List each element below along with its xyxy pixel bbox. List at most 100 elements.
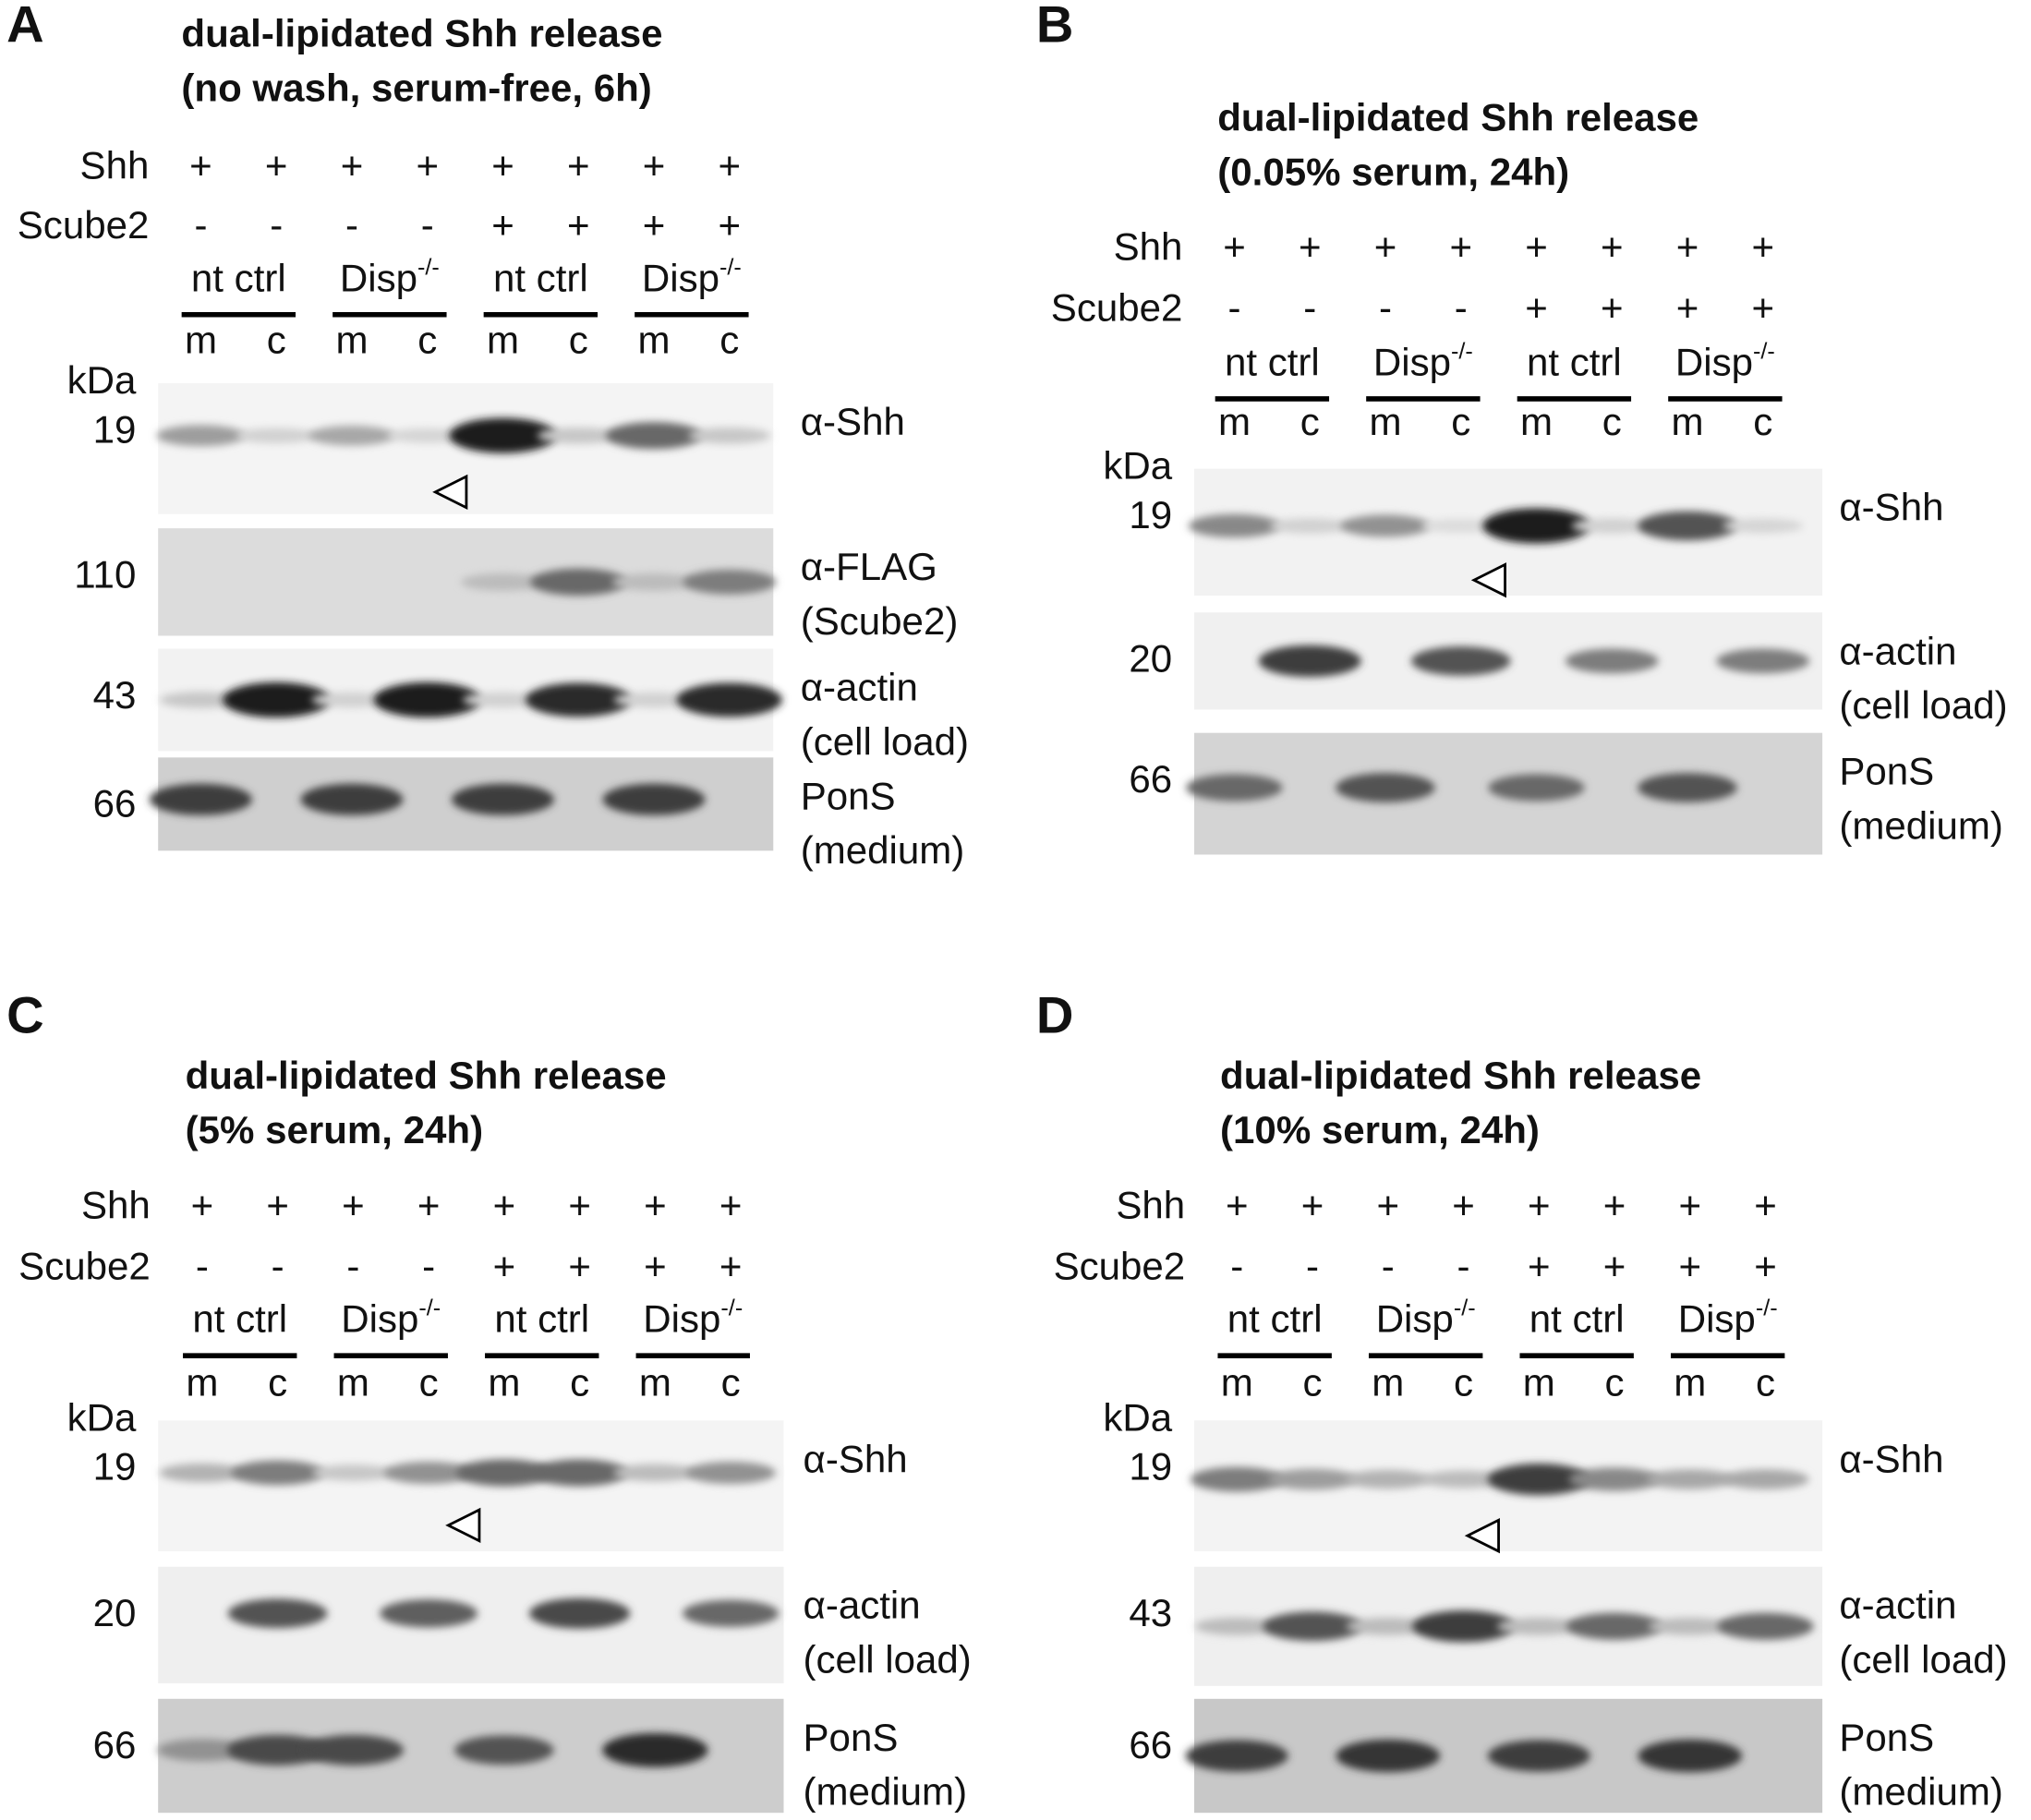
blot-band [454,1735,554,1766]
group-name: Disp [642,256,719,299]
blot-band [685,1461,776,1485]
condition-sign: + [1676,286,1699,330]
blot-band [1345,1469,1432,1489]
blot-band [1488,774,1585,802]
condition-sign: - [1227,286,1240,330]
fraction-label: c [1756,1361,1775,1404]
fraction-label: c [417,319,437,362]
blot-band [1565,648,1659,674]
blot-band [683,570,777,595]
group-superscript: -/- [417,254,440,280]
blot-band [688,427,771,444]
blot-label: α-actin [801,666,918,709]
blot-label: α-actin [804,1584,921,1627]
blot-band [159,1463,246,1483]
arrowhead [1464,1518,1500,1554]
fraction-label: c [1300,400,1320,443]
condition-sign: + [342,1183,365,1226]
marker-label: 66 [93,1723,137,1766]
condition-sign: + [416,143,439,187]
blot-band [149,783,252,815]
fraction-label: c [719,319,739,362]
fraction-label: m [1674,1361,1706,1404]
condition-sign: + [1452,1183,1475,1226]
blot-band [159,692,243,708]
condition-sign: - [346,1244,359,1287]
blot-band [1421,1470,1505,1489]
marker-label: 19 [1129,493,1172,536]
group-name: nt ctrl [1225,341,1320,384]
panel-title: dual-lipidated Shh release [181,11,662,54]
blot-label: (cell load) [801,719,969,763]
condition-sign: - [345,203,358,247]
panel-title: (0.05% serum, 24h) [1217,150,1569,193]
blot-label: (cell load) [804,1638,972,1681]
panel-title: (5% serum, 24h) [186,1108,483,1151]
condition-label: Shh [1114,225,1183,269]
condition-sign: + [568,1183,591,1226]
blot-band [1496,1617,1581,1635]
fraction-label: m [1671,400,1703,443]
fraction-label: m [1520,400,1553,443]
blot-band [676,682,782,717]
fraction-label: m [637,319,670,362]
fraction-label: c [721,1361,741,1404]
blot-band [526,682,632,717]
blot-band [1571,518,1653,534]
condition-sign: + [1751,225,1774,269]
group-name: nt ctrl [191,256,286,299]
fraction-label: c [1602,400,1622,443]
fraction-label: m [639,1361,671,1404]
blot-band [1194,1617,1279,1635]
condition-sign: + [1377,1183,1400,1226]
blot-band [1336,1739,1441,1773]
blot-label: α-FLAG [801,545,937,588]
condition-sign: + [718,203,741,247]
group-superscript: -/- [1454,1295,1476,1320]
marker-label: 43 [93,673,137,717]
blot-band [1186,774,1283,802]
condition-sign: + [719,1183,743,1226]
group-label: Disp-/- [643,1295,743,1340]
blot-band [1568,1467,1661,1491]
group-superscript: -/- [1756,1295,1778,1320]
blot-label: α-actin [1839,629,1956,672]
panel-letter: D [1036,985,1074,1043]
blot-band [1482,508,1590,544]
condition-sign: - [1379,286,1392,330]
group-name: Disp [340,256,417,299]
group-label: nt ctrl [1527,341,1622,384]
fraction-label: c [1454,1361,1473,1404]
panel-letter: A [6,0,44,54]
blot-band [1646,1469,1734,1489]
group-name: nt ctrl [494,1297,589,1341]
condition-sign: + [1754,1183,1777,1226]
marker-label: 66 [1129,1723,1172,1766]
blot-band [1258,645,1361,677]
unit-label: kDa [1103,1395,1172,1439]
condition-label: Shh [80,143,150,187]
fraction-label: m [1372,1361,1404,1404]
fraction-label: c [419,1361,439,1404]
blot-band [1412,1610,1516,1643]
condition-sign: + [567,143,590,187]
group-label: Disp-/- [341,1295,441,1340]
condition-sign: - [1455,286,1468,330]
blot-band [1188,513,1281,538]
blot-band [1487,1463,1590,1496]
condition-sign: + [1603,1244,1626,1287]
group-name: Disp [341,1297,418,1341]
blot-band [528,1597,631,1629]
fraction-label: m [1523,1361,1555,1404]
blot-band [308,425,396,446]
condition-sign: + [1751,286,1774,330]
blot-band [1648,1617,1733,1635]
panel-title: (10% serum, 24h) [1220,1108,1540,1151]
marker-label: 66 [1129,757,1172,801]
fraction-label: m [487,319,519,362]
condition-sign: + [417,1183,441,1226]
arrowhead [1470,562,1506,598]
blot-band [227,1598,328,1629]
marker-label: 19 [1129,1445,1172,1489]
